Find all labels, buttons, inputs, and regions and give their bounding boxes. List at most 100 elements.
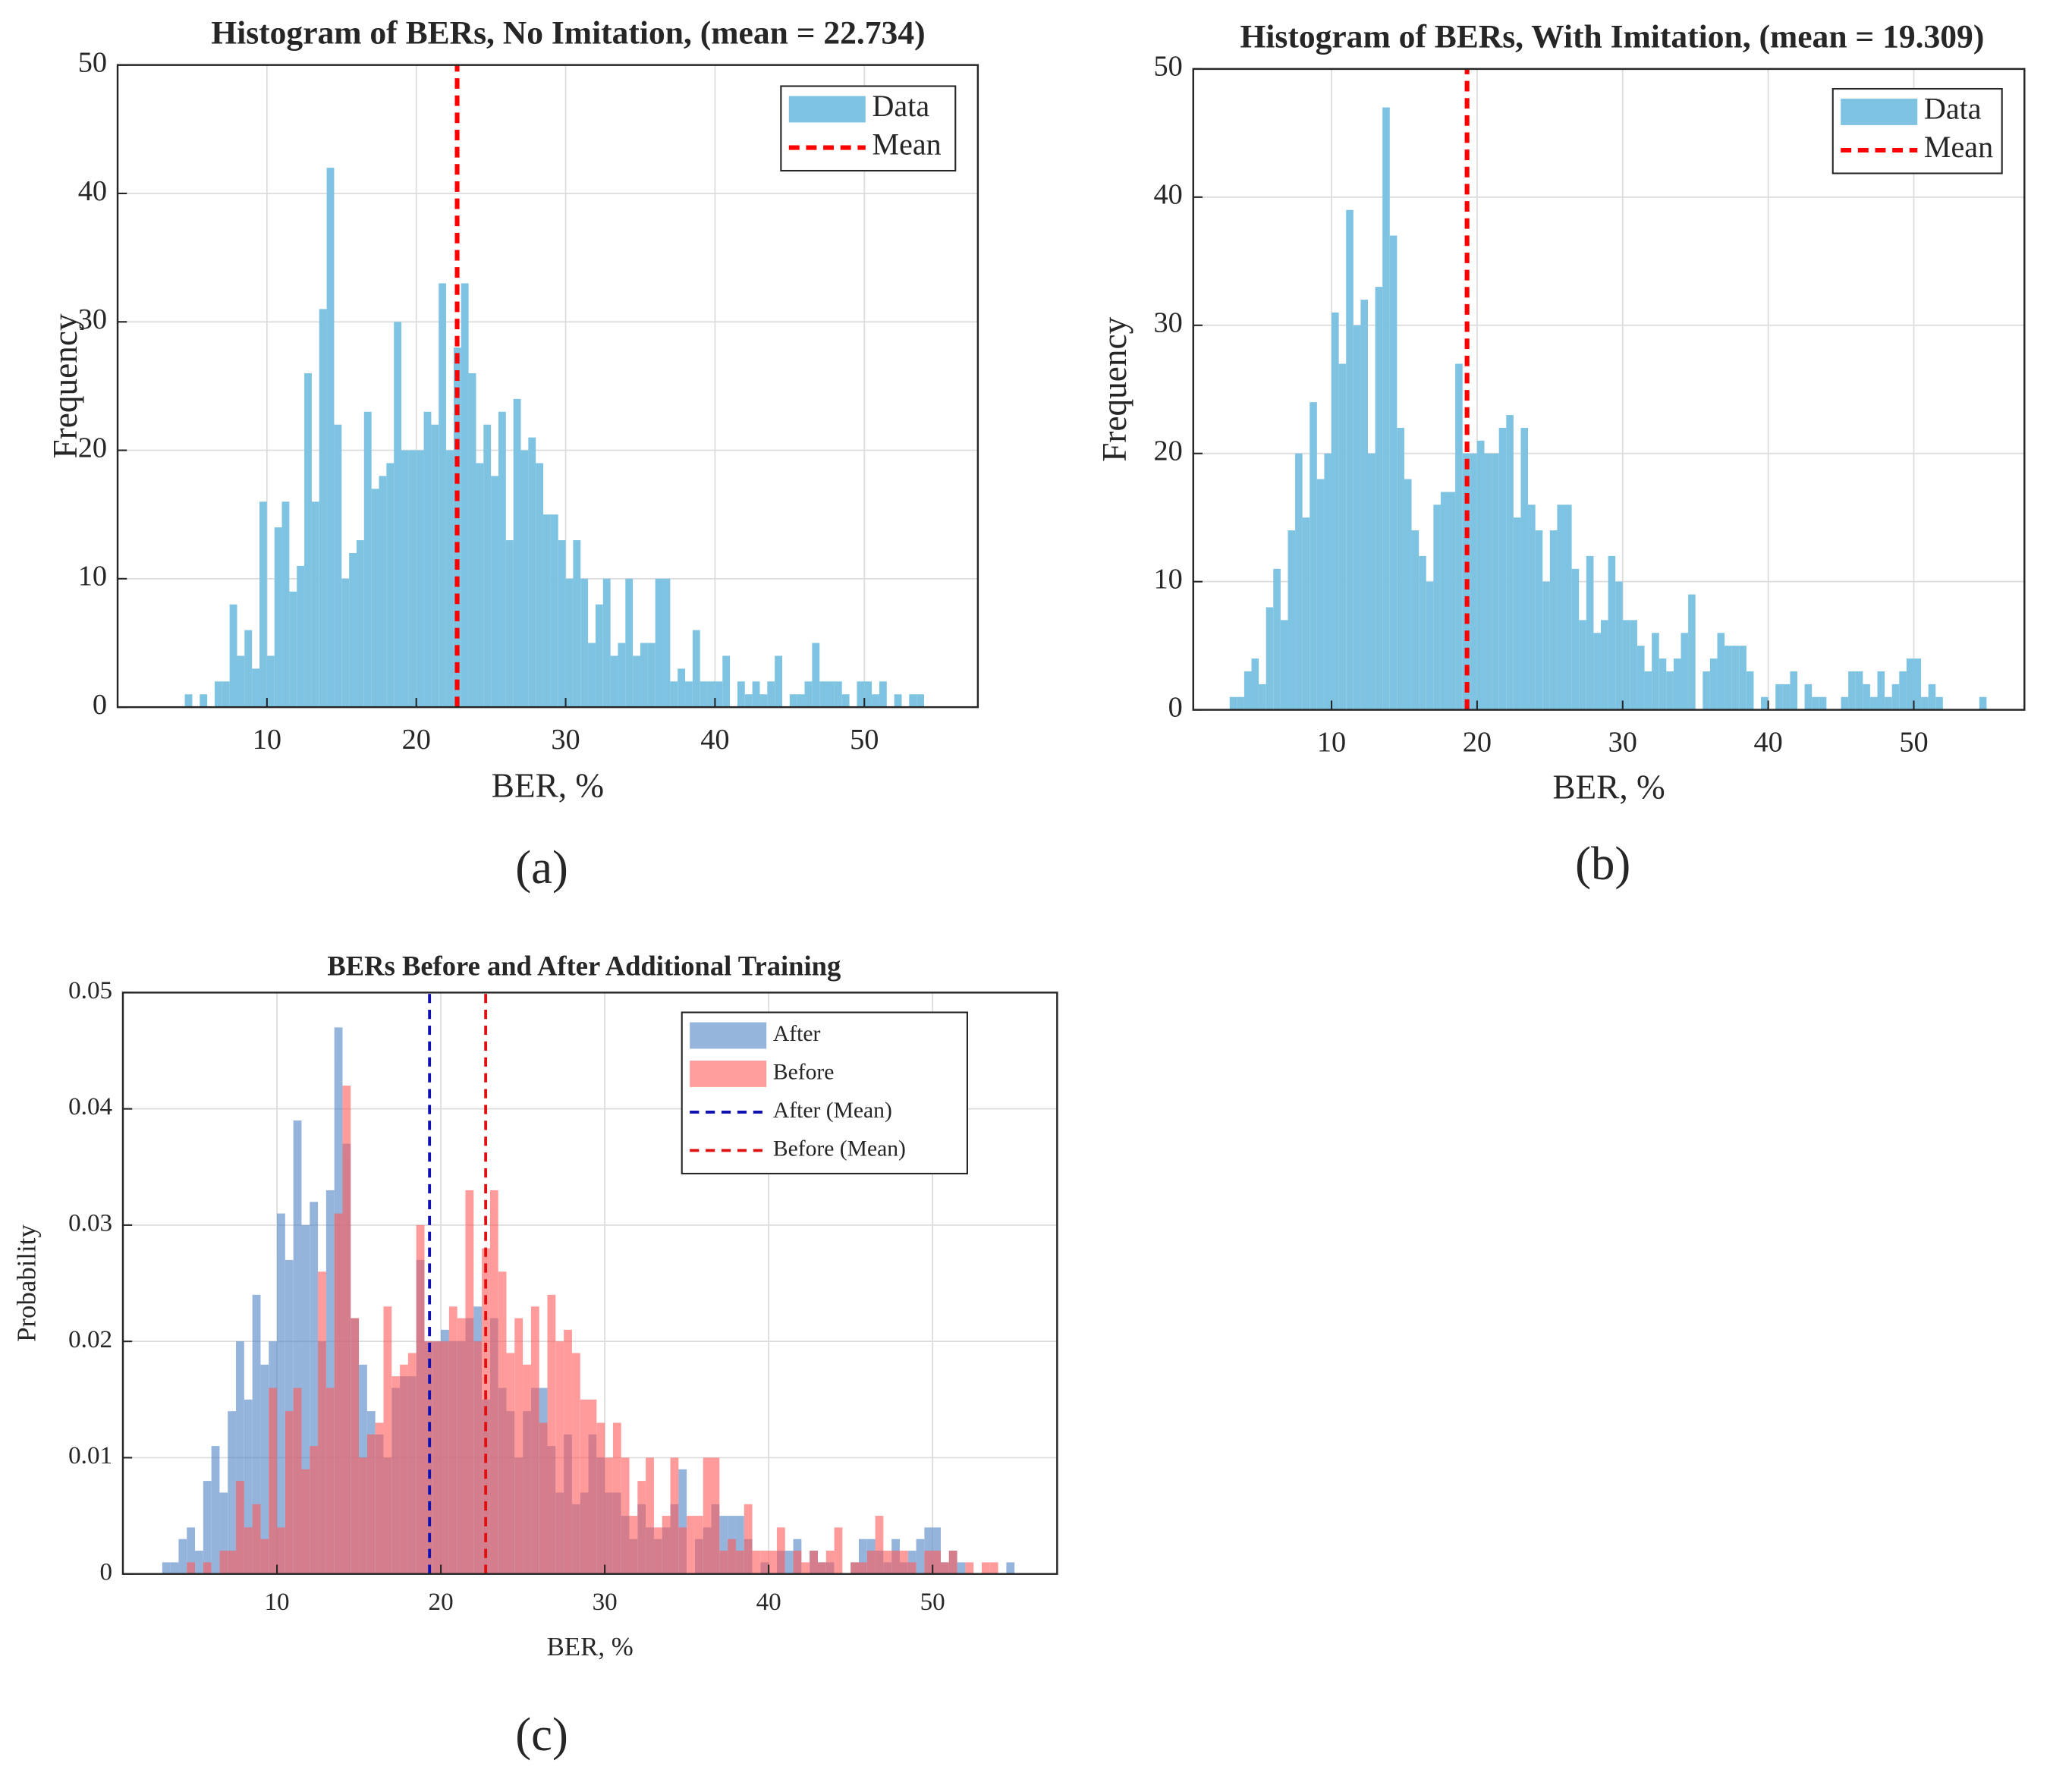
bar [547,1294,556,1574]
bar [1885,696,1892,710]
bar [1237,696,1244,710]
bar [1812,696,1819,710]
y-tick-label: 40 [1154,179,1183,211]
bar [1731,646,1740,710]
bar [588,643,596,708]
bar [625,578,634,708]
bar [244,1399,253,1574]
bar [184,694,193,708]
bar [446,450,454,708]
bar [274,527,282,708]
bar [1877,671,1885,710]
x-tick-label: 30 [593,1589,618,1616]
bar [692,630,700,708]
x-tick-label: 40 [700,724,729,756]
bar [236,1341,244,1574]
bar [498,411,506,708]
legend-label: After (Mean) [773,1099,892,1123]
bar [351,1318,360,1574]
bar [775,655,782,708]
bar [1316,479,1325,710]
bar [523,1364,531,1574]
bar [476,463,484,708]
bar [1397,427,1404,710]
bar [1535,530,1543,710]
bar [203,1481,212,1574]
bar [784,1551,794,1574]
chart-title: BERs Before and After Additional Trainin… [327,950,841,981]
y-axis-label: Frequency [46,313,84,458]
bar [1411,530,1420,710]
bar [759,694,768,708]
legend-swatch [690,1061,767,1087]
bar [875,1516,884,1574]
bar [266,655,275,708]
x-tick-label: 20 [429,1589,454,1616]
bar [804,681,813,708]
bar [1935,696,1943,710]
bar [441,1341,449,1574]
bar [1498,427,1507,710]
bar [1666,671,1674,710]
legend-label: Data [873,89,930,123]
y-tick-label: 0 [1168,691,1183,723]
bar [834,681,842,708]
bar [311,501,319,708]
bar [1571,568,1580,710]
y-tick-label: 0.03 [68,1209,112,1237]
bar [957,1562,966,1574]
y-tick-label: 20 [1154,435,1183,467]
bar [948,1551,957,1574]
x-tick-label: 10 [253,724,281,756]
bar [850,1562,859,1574]
bar [401,450,409,708]
legend-label: After [773,1022,821,1046]
bar [244,1527,253,1574]
bar [1295,453,1303,710]
bar [473,1341,483,1574]
bar [1717,633,1725,710]
bar [719,1516,728,1574]
x-tick-label: 40 [756,1589,781,1616]
bar [670,1457,679,1574]
bar [621,1457,630,1574]
y-tick-label: 0.01 [68,1442,112,1469]
bar [817,1562,826,1574]
axes-frame [121,992,1058,1575]
bar [1725,646,1732,710]
bar [1382,107,1390,710]
bar [310,1202,319,1574]
bar [744,694,753,708]
bar [687,1516,695,1574]
bar [1310,402,1317,710]
bar [588,1399,597,1574]
bar [1251,658,1259,710]
bar [1841,696,1849,710]
x-tick-label: 50 [850,724,879,756]
bar [711,1457,720,1574]
bar [618,643,626,708]
y-tick-label: 0 [93,689,107,721]
bar [678,1469,687,1574]
chart-title: Histogram of BERs, With Imitation, (mean… [1240,19,1984,55]
y-tick-label: 40 [78,175,107,207]
bar [1346,209,1354,710]
y-tick-label: 0.04 [68,1093,112,1121]
x-tick-label: 30 [1608,726,1637,758]
bar [1419,555,1426,710]
bar [1819,696,1827,710]
y-tick-label: 10 [78,561,107,592]
bar [1332,312,1339,710]
bar [342,1085,351,1574]
bar [1688,594,1696,710]
bar [386,463,395,708]
bar [1557,504,1565,710]
legend-label: Before (Mean) [773,1136,906,1161]
bar [363,411,372,708]
y-axis-label: Probability [11,1224,41,1342]
legend-label: Mean [873,127,942,162]
bar [834,1527,843,1574]
bar [259,501,267,708]
bar [423,411,432,708]
y-tick-label: 0.05 [68,977,112,1004]
